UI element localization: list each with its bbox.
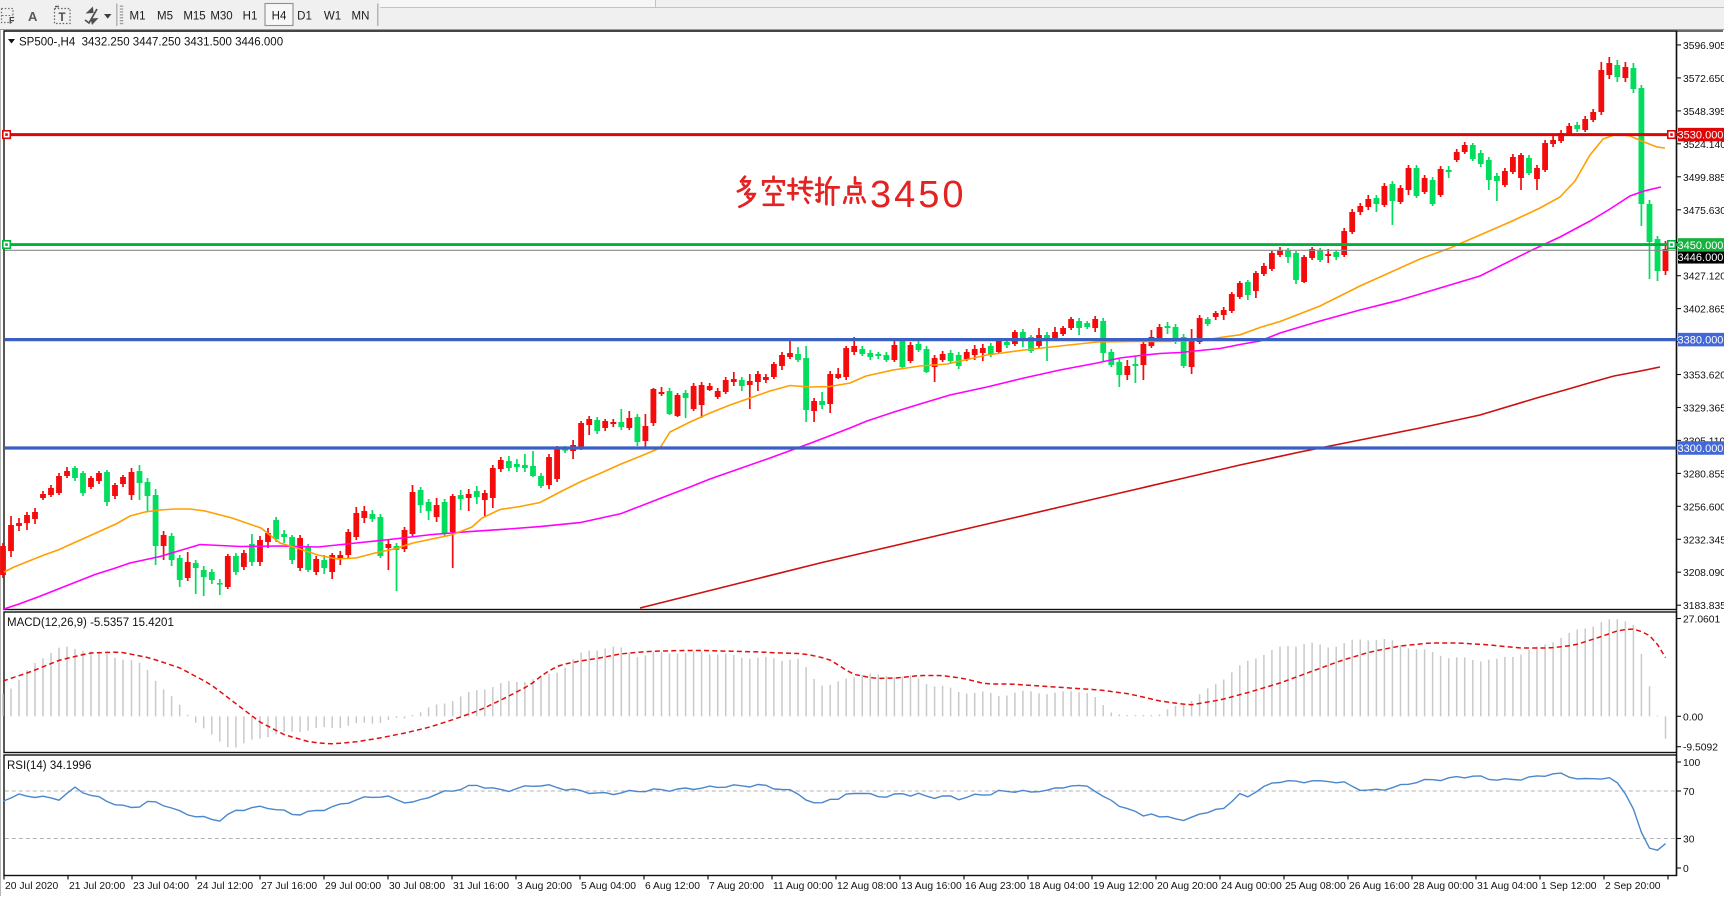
svg-text:20 Aug 20:00: 20 Aug 20:00 (1157, 881, 1218, 892)
svg-text:1 Sep 12:00: 1 Sep 12:00 (1541, 881, 1597, 892)
svg-text:11 Aug 00:00: 11 Aug 00:00 (773, 881, 833, 892)
svg-text:M1: M1 (130, 11, 146, 23)
svg-text:30 Jul 08:00: 30 Jul 08:00 (389, 881, 445, 892)
svg-text:3183.835: 3183.835 (1683, 601, 1724, 612)
svg-text:3450.000: 3450.000 (1678, 240, 1724, 252)
svg-text:3499.885: 3499.885 (1683, 173, 1724, 184)
svg-text:27 Jul 16:00: 27 Jul 16:00 (261, 881, 317, 892)
svg-text:F: F (9, 16, 15, 26)
svg-text:3572.650: 3572.650 (1683, 74, 1724, 85)
svg-text:24 Jul 12:00: 24 Jul 12:00 (197, 881, 253, 892)
svg-text:T: T (59, 12, 66, 24)
svg-text:19 Aug 12:00: 19 Aug 12:00 (1093, 881, 1154, 892)
svg-text:24 Aug 00:00: 24 Aug 00:00 (1221, 881, 1282, 892)
svg-text:3475.630: 3475.630 (1683, 206, 1724, 217)
svg-text:RSI(14) 34.1996: RSI(14) 34.1996 (7, 760, 91, 772)
svg-text:13 Aug 16:00: 13 Aug 16:00 (901, 881, 962, 892)
svg-text:M30: M30 (210, 11, 232, 23)
svg-text:6 Aug 12:00: 6 Aug 12:00 (645, 881, 700, 892)
svg-text:MACD(12,26,9) -5.5357 15.4201: MACD(12,26,9) -5.5357 15.4201 (7, 617, 174, 629)
svg-text:3256.600: 3256.600 (1683, 502, 1724, 513)
svg-text:M15: M15 (183, 11, 205, 23)
svg-text:-9.5092: -9.5092 (1683, 743, 1718, 754)
svg-text:25 Aug 08:00: 25 Aug 08:00 (1285, 881, 1346, 892)
svg-text:7 Aug 20:00: 7 Aug 20:00 (709, 881, 764, 892)
svg-text:A: A (28, 9, 38, 24)
svg-text:3353.620: 3353.620 (1683, 371, 1724, 382)
svg-text:12 Aug 08:00: 12 Aug 08:00 (837, 881, 898, 892)
svg-text:W1: W1 (324, 11, 341, 23)
svg-text:23 Jul 04:00: 23 Jul 04:00 (133, 881, 189, 892)
svg-text:H1: H1 (243, 11, 258, 23)
svg-text:H4: H4 (272, 11, 287, 23)
svg-text:18 Aug 04:00: 18 Aug 04:00 (1029, 881, 1090, 892)
svg-text:3380.000: 3380.000 (1678, 335, 1724, 347)
svg-text:SP500-,H4 3432.250 3447.250 3: SP500-,H4 3432.250 3447.250 3431.500 344… (19, 37, 283, 49)
svg-text:3208.090: 3208.090 (1683, 568, 1724, 579)
svg-text:0: 0 (1683, 864, 1689, 875)
svg-text:21 Jul 20:00: 21 Jul 20:00 (69, 881, 125, 892)
svg-text:3329.365: 3329.365 (1683, 404, 1724, 415)
svg-text:3427.120: 3427.120 (1683, 272, 1724, 283)
svg-text:3232.345: 3232.345 (1683, 535, 1724, 546)
svg-text:100: 100 (1683, 758, 1700, 769)
svg-text:28 Aug 00:00: 28 Aug 00:00 (1413, 881, 1474, 892)
svg-text:5 Aug 04:00: 5 Aug 04:00 (581, 881, 636, 892)
svg-text:26 Aug 16:00: 26 Aug 16:00 (1349, 881, 1410, 892)
svg-text:70: 70 (1683, 787, 1695, 798)
svg-text:0.00: 0.00 (1683, 712, 1703, 723)
svg-text:16 Aug 23:00: 16 Aug 23:00 (965, 881, 1026, 892)
svg-text:3446.000: 3446.000 (1678, 252, 1724, 264)
svg-text:31 Jul 16:00: 31 Jul 16:00 (453, 881, 509, 892)
svg-text:3280.855: 3280.855 (1683, 469, 1724, 480)
svg-text:3 Aug 20:00: 3 Aug 20:00 (517, 881, 572, 892)
svg-text:2 Sep 20:00: 2 Sep 20:00 (1605, 881, 1661, 892)
svg-text:3530.000: 3530.000 (1678, 130, 1724, 142)
svg-text:D1: D1 (297, 11, 312, 23)
svg-text:3596.905: 3596.905 (1683, 41, 1724, 52)
svg-text:MN: MN (352, 11, 370, 23)
svg-text:29 Jul 00:00: 29 Jul 00:00 (325, 881, 381, 892)
svg-text:30: 30 (1683, 835, 1695, 846)
svg-text:3450: 3450 (870, 174, 967, 216)
svg-text:27.0601: 27.0601 (1683, 615, 1720, 626)
svg-text:31 Aug 04:00: 31 Aug 04:00 (1477, 881, 1538, 892)
svg-text:3300.000: 3300.000 (1678, 443, 1724, 455)
svg-text:20 Jul 2020: 20 Jul 2020 (5, 881, 59, 892)
svg-text:3402.865: 3402.865 (1683, 305, 1724, 316)
svg-text:3548.395: 3548.395 (1683, 107, 1724, 118)
svg-text:M5: M5 (157, 11, 173, 23)
svg-text:3524.140: 3524.140 (1683, 140, 1724, 151)
